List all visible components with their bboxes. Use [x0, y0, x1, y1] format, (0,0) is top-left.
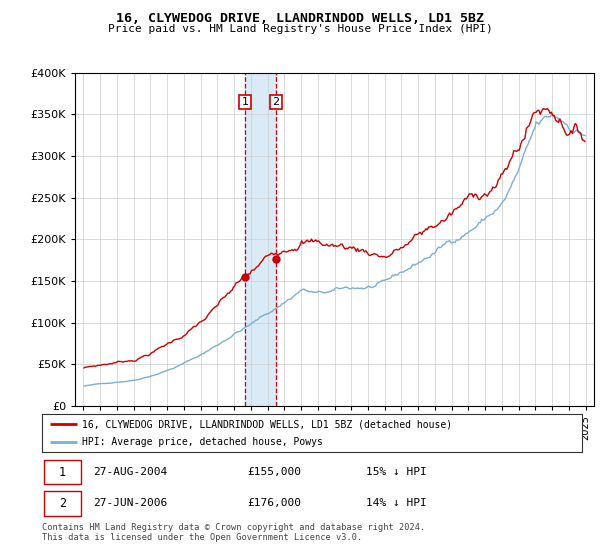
Text: 15% ↓ HPI: 15% ↓ HPI	[366, 467, 427, 477]
Text: 14% ↓ HPI: 14% ↓ HPI	[366, 498, 427, 508]
Text: 1: 1	[241, 97, 248, 107]
Text: Contains HM Land Registry data © Crown copyright and database right 2024.
This d: Contains HM Land Registry data © Crown c…	[42, 523, 425, 543]
Text: 2: 2	[272, 97, 279, 107]
FancyBboxPatch shape	[44, 491, 81, 516]
Text: Price paid vs. HM Land Registry's House Price Index (HPI): Price paid vs. HM Land Registry's House …	[107, 24, 493, 34]
Text: 16, CLYWEDOG DRIVE, LLANDRINDOD WELLS, LD1 5BZ (detached house): 16, CLYWEDOG DRIVE, LLANDRINDOD WELLS, L…	[83, 419, 452, 429]
Text: HPI: Average price, detached house, Powys: HPI: Average price, detached house, Powy…	[83, 437, 323, 447]
Text: 27-AUG-2004: 27-AUG-2004	[94, 467, 167, 477]
Text: 1: 1	[59, 465, 66, 479]
Text: £155,000: £155,000	[247, 467, 301, 477]
Text: 27-JUN-2006: 27-JUN-2006	[94, 498, 167, 508]
Text: £176,000: £176,000	[247, 498, 301, 508]
FancyBboxPatch shape	[44, 460, 81, 484]
Text: 16, CLYWEDOG DRIVE, LLANDRINDOD WELLS, LD1 5BZ: 16, CLYWEDOG DRIVE, LLANDRINDOD WELLS, L…	[116, 12, 484, 25]
Text: 2: 2	[59, 497, 66, 510]
Bar	[245, 73, 276, 406]
